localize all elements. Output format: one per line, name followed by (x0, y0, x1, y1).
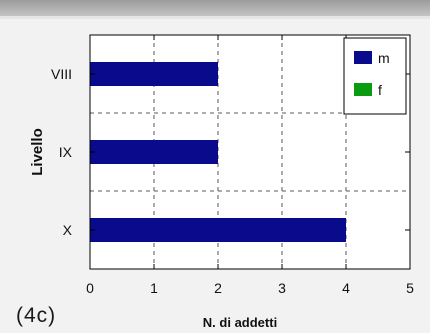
legend: mf (343, 37, 407, 115)
legend-swatch-m (354, 51, 372, 64)
bars (90, 62, 346, 242)
y-tick-label: IX (59, 144, 73, 160)
y-tick-label: VIII (51, 66, 72, 82)
bar-m-x (90, 218, 346, 242)
x-tick-labels: 0 1 2 3 4 5 (86, 280, 414, 296)
x-tick-label: 3 (278, 280, 286, 296)
x-tick-label: 5 (406, 280, 414, 296)
x-tick-label: 1 (150, 280, 158, 296)
x-tick-label: 2 (214, 280, 222, 296)
bar-m-viii (90, 62, 218, 86)
legend-swatch-f (354, 83, 372, 96)
x-axis-label: N. di addetti (203, 315, 277, 330)
y-axis-label: Livello (29, 128, 46, 176)
y-tick-labels: VIII IX X (51, 66, 73, 238)
legend-label-m: m (378, 50, 390, 66)
window-top-divider (0, 16, 430, 19)
bar-m-ix (90, 140, 218, 164)
panel-label: (4c) (16, 304, 57, 327)
window-top-strip (0, 0, 430, 16)
legend-box (343, 37, 407, 115)
y-tick-label: X (63, 222, 73, 238)
x-tick-label: 4 (342, 280, 350, 296)
x-tick-label: 0 (86, 280, 94, 296)
legend-label-f: f (378, 82, 382, 98)
